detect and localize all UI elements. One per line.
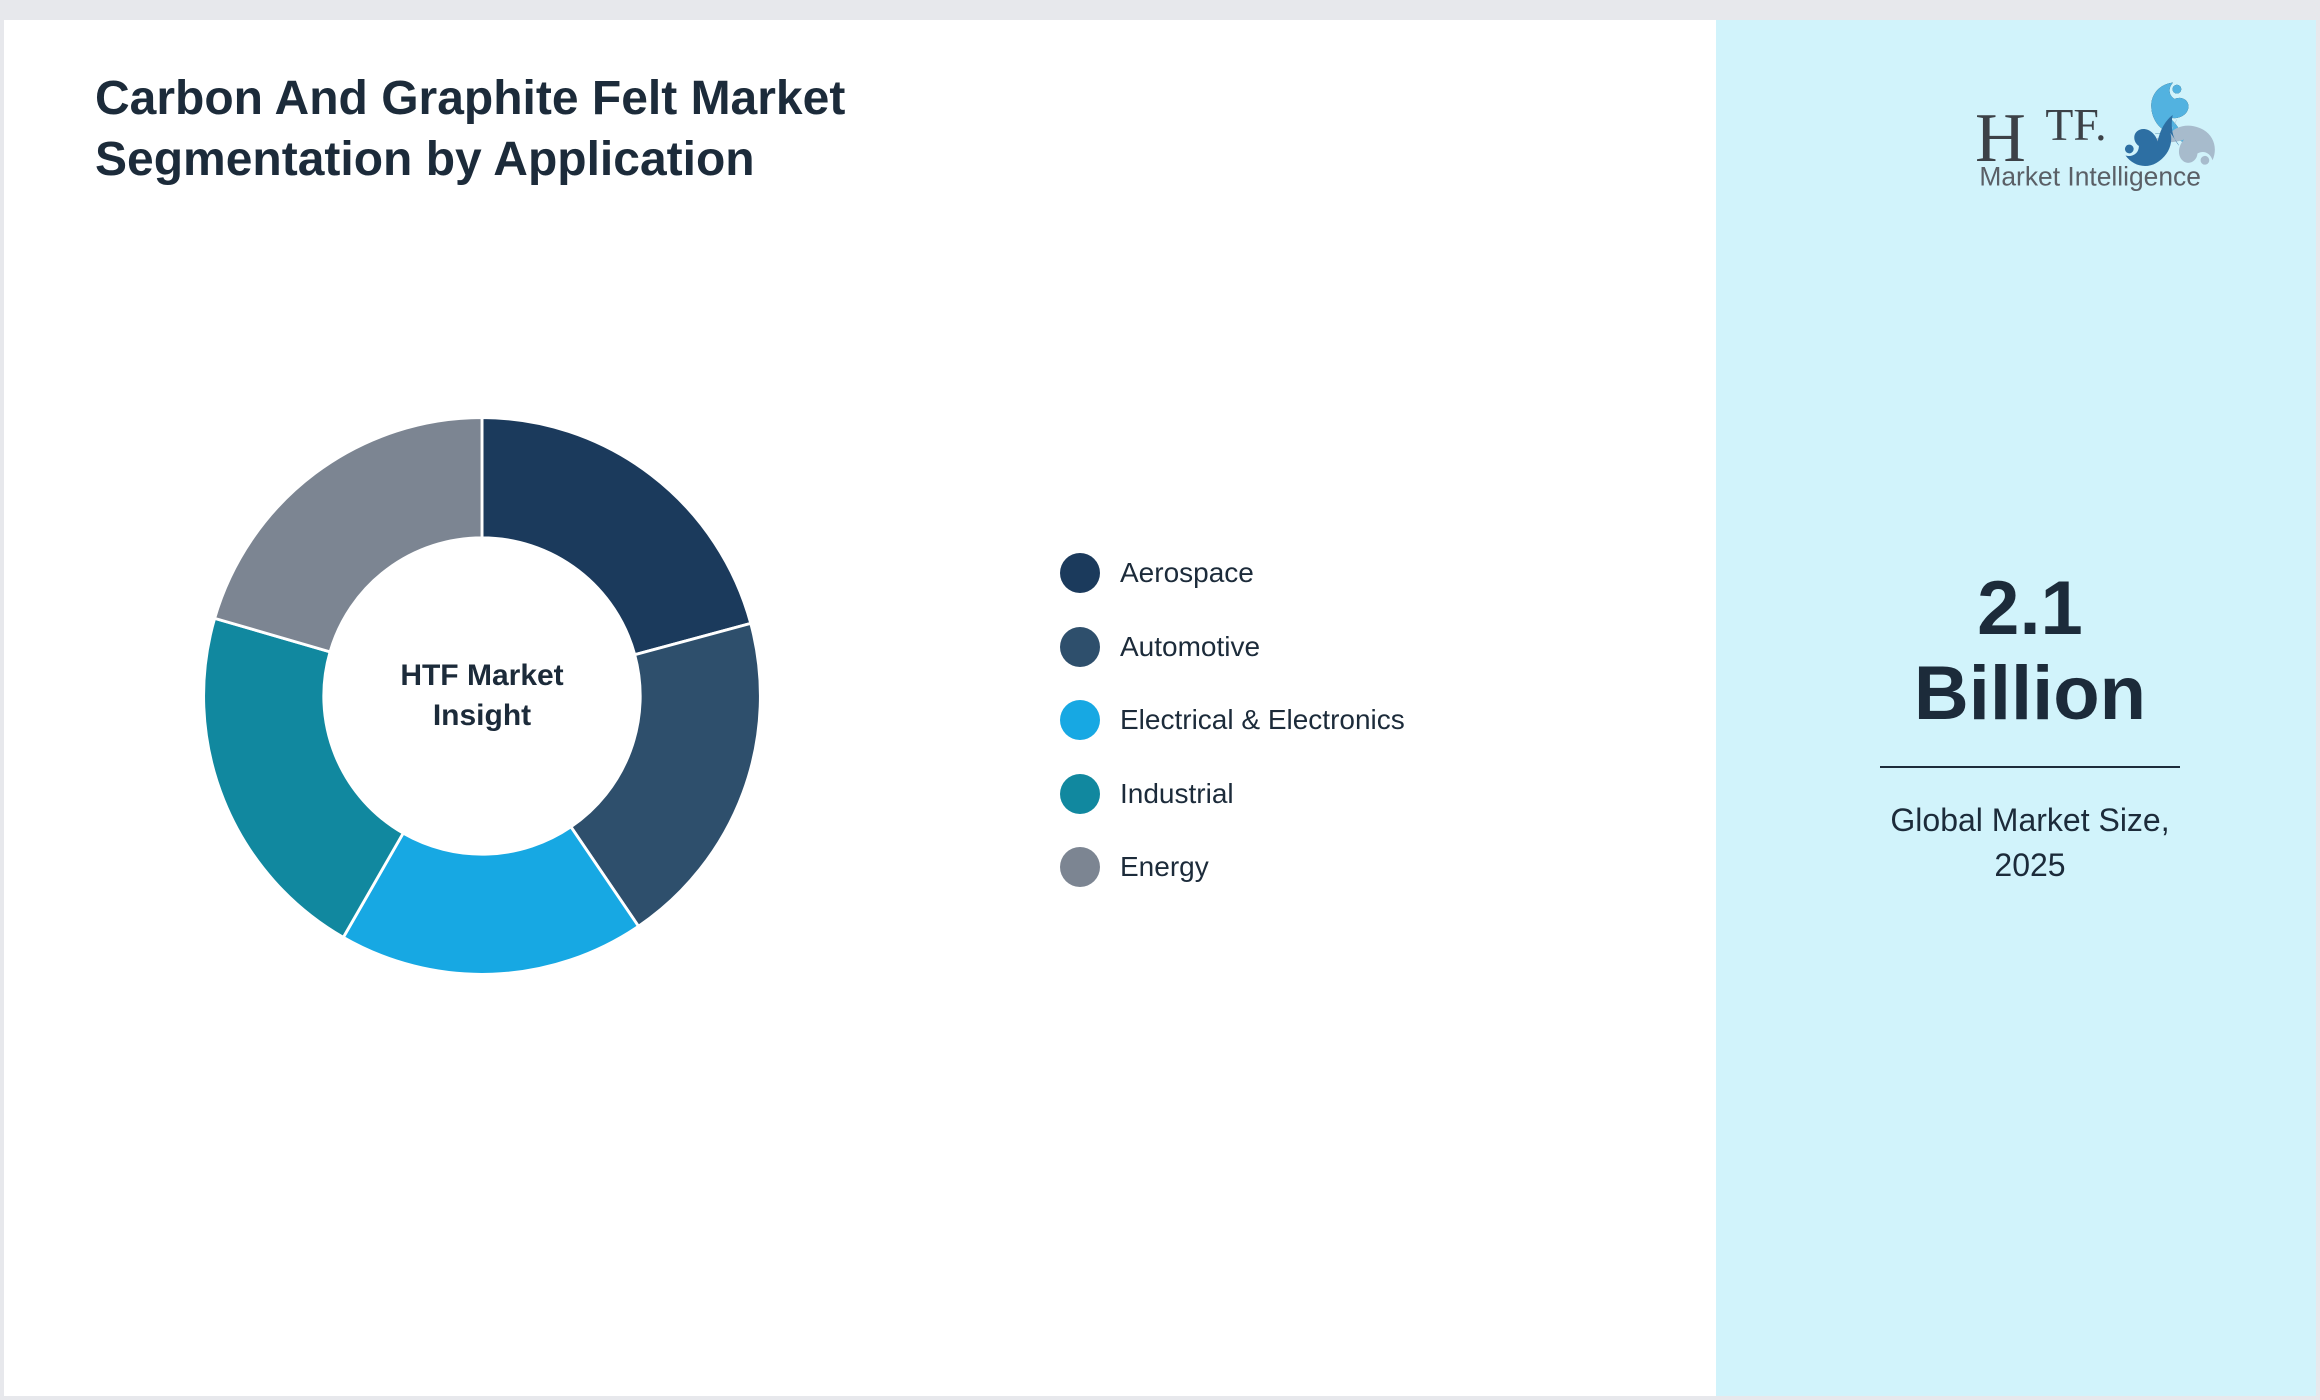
svg-text:TF.: TF. [2045, 99, 2106, 150]
svg-text:Market Intelligence: Market Intelligence [1979, 162, 2200, 192]
